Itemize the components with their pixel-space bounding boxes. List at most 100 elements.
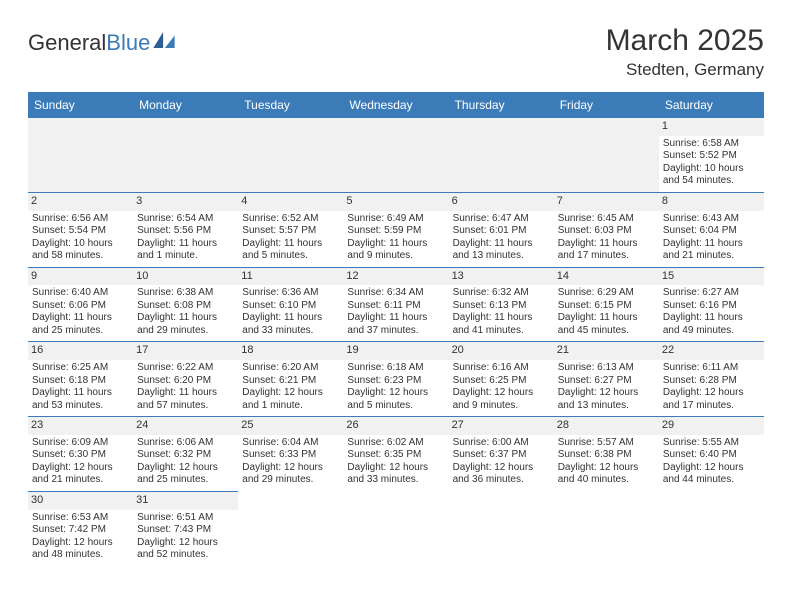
- day-line: and 45 minutes.: [558, 325, 655, 338]
- day-number: 12: [343, 268, 448, 286]
- day-line: Daylight: 11 hours: [242, 238, 339, 251]
- day-number: 24: [133, 417, 238, 435]
- day-line: Daylight: 11 hours: [663, 238, 760, 251]
- day-number: 15: [659, 268, 764, 286]
- day-line: Sunset: 6:18 PM: [32, 375, 129, 388]
- day-line: Daylight: 12 hours: [558, 462, 655, 475]
- day-line: Sunrise: 6:47 AM: [453, 213, 550, 226]
- day-cell: 20Sunrise: 6:16 AMSunset: 6:25 PMDayligh…: [449, 342, 554, 417]
- day-line: Daylight: 12 hours: [663, 462, 760, 475]
- day-line: Sunrise: 5:55 AM: [663, 437, 760, 450]
- day-number: 18: [238, 342, 343, 360]
- day-line: and 29 minutes.: [137, 325, 234, 338]
- day-info: Sunrise: 6:02 AMSunset: 6:35 PMDaylight:…: [347, 437, 444, 487]
- day-line: Sunrise: 6:11 AM: [663, 362, 760, 375]
- day-info: Sunrise: 6:53 AMSunset: 7:42 PMDaylight:…: [32, 512, 129, 562]
- weekday-header-row: Sunday Monday Tuesday Wednesday Thursday…: [28, 93, 764, 118]
- day-line: and 25 minutes.: [137, 474, 234, 487]
- header: GeneralBlue March 2025 Stedten, Germany: [28, 24, 764, 80]
- day-info: Sunrise: 6:49 AMSunset: 5:59 PMDaylight:…: [347, 213, 444, 263]
- day-info: Sunrise: 6:43 AMSunset: 6:04 PMDaylight:…: [663, 213, 760, 263]
- day-cell: [554, 118, 659, 193]
- day-number: 19: [343, 342, 448, 360]
- day-info: Sunrise: 6:25 AMSunset: 6:18 PMDaylight:…: [32, 362, 129, 412]
- day-line: and 21 minutes.: [663, 250, 760, 263]
- weekday-header: Wednesday: [343, 93, 448, 118]
- day-line: Sunrise: 6:06 AM: [137, 437, 234, 450]
- day-number: 4: [238, 193, 343, 211]
- day-number: 3: [133, 193, 238, 211]
- day-line: Daylight: 11 hours: [453, 312, 550, 325]
- day-line: Sunset: 6:06 PM: [32, 300, 129, 313]
- day-number: 16: [28, 342, 133, 360]
- day-info: Sunrise: 6:16 AMSunset: 6:25 PMDaylight:…: [453, 362, 550, 412]
- day-line: Daylight: 11 hours: [558, 238, 655, 251]
- day-info: Sunrise: 6:45 AMSunset: 6:03 PMDaylight:…: [558, 213, 655, 263]
- weekday-header: Thursday: [449, 93, 554, 118]
- day-cell: 31Sunrise: 6:51 AMSunset: 7:43 PMDayligh…: [133, 491, 238, 565]
- day-cell: 30Sunrise: 6:53 AMSunset: 7:42 PMDayligh…: [28, 491, 133, 565]
- day-line: and 41 minutes.: [453, 325, 550, 338]
- day-info: Sunrise: 5:55 AMSunset: 6:40 PMDaylight:…: [663, 437, 760, 487]
- day-line: Daylight: 11 hours: [558, 312, 655, 325]
- week-row: 30Sunrise: 6:53 AMSunset: 7:42 PMDayligh…: [28, 491, 764, 565]
- day-line: Daylight: 10 hours: [663, 163, 760, 176]
- day-info: Sunrise: 6:34 AMSunset: 6:11 PMDaylight:…: [347, 287, 444, 337]
- day-line: and 33 minutes.: [242, 325, 339, 338]
- day-cell: 3 Sunrise: 6:54 AMSunset: 5:56 PMDaylight…: [133, 192, 238, 267]
- day-line: and 48 minutes.: [32, 549, 129, 562]
- day-info: Sunrise: 6:58 AMSunset: 5:52 PMDaylight:…: [663, 138, 760, 188]
- day-number: 28: [554, 417, 659, 435]
- day-line: Sunrise: 6:53 AM: [32, 512, 129, 525]
- day-line: and 17 minutes.: [558, 250, 655, 263]
- day-line: Sunset: 5:56 PM: [137, 225, 234, 238]
- day-line: Sunset: 6:15 PM: [558, 300, 655, 313]
- day-info: Sunrise: 6:27 AMSunset: 6:16 PMDaylight:…: [663, 287, 760, 337]
- day-cell: 12Sunrise: 6:34 AMSunset: 6:11 PMDayligh…: [343, 267, 448, 342]
- day-cell: 21Sunrise: 6:13 AMSunset: 6:27 PMDayligh…: [554, 342, 659, 417]
- day-line: Sunset: 6:28 PM: [663, 375, 760, 388]
- day-line: Daylight: 11 hours: [137, 387, 234, 400]
- day-line: Sunset: 7:42 PM: [32, 524, 129, 537]
- week-row: 16 Sunrise: 6:25 AMSunset: 6:18 PMDayligh…: [28, 342, 764, 417]
- day-line: Daylight: 12 hours: [453, 387, 550, 400]
- calendar-table: Sunday Monday Tuesday Wednesday Thursday…: [28, 92, 764, 566]
- day-line: Sunrise: 6:45 AM: [558, 213, 655, 226]
- day-line: and 37 minutes.: [347, 325, 444, 338]
- day-number: 17: [133, 342, 238, 360]
- day-cell: 26Sunrise: 6:02 AMSunset: 6:35 PMDayligh…: [343, 417, 448, 492]
- day-cell: 29Sunrise: 5:55 AMSunset: 6:40 PMDayligh…: [659, 417, 764, 492]
- day-line: Sunrise: 6:32 AM: [453, 287, 550, 300]
- day-line: Sunset: 6:40 PM: [663, 449, 760, 462]
- day-line: Sunrise: 6:00 AM: [453, 437, 550, 450]
- day-line: Sunrise: 6:49 AM: [347, 213, 444, 226]
- day-line: and 58 minutes.: [32, 250, 129, 263]
- week-row: 2Sunrise: 6:56 AMSunset: 5:54 PMDaylight…: [28, 192, 764, 267]
- day-number: 14: [554, 268, 659, 286]
- day-cell: 10Sunrise: 6:38 AMSunset: 6:08 PMDayligh…: [133, 267, 238, 342]
- day-line: Daylight: 12 hours: [347, 387, 444, 400]
- day-info: Sunrise: 6:00 AMSunset: 6:37 PMDaylight:…: [453, 437, 550, 487]
- day-line: and 25 minutes.: [32, 325, 129, 338]
- day-line: and 9 minutes.: [347, 250, 444, 263]
- day-info: Sunrise: 6:13 AMSunset: 6:27 PMDaylight:…: [558, 362, 655, 412]
- day-info: Sunrise: 6:56 AMSunset: 5:54 PMDaylight:…: [32, 213, 129, 263]
- day-line: Daylight: 11 hours: [347, 312, 444, 325]
- day-line: Sunrise: 6:18 AM: [347, 362, 444, 375]
- day-line: Sunrise: 6:04 AM: [242, 437, 339, 450]
- day-cell: 19Sunrise: 6:18 AMSunset: 6:23 PMDayligh…: [343, 342, 448, 417]
- day-cell: [238, 118, 343, 193]
- day-line: Sunset: 5:52 PM: [663, 150, 760, 163]
- day-number: 27: [449, 417, 554, 435]
- day-cell: 9Sunrise: 6:40 AMSunset: 6:06 PMDaylight…: [28, 267, 133, 342]
- day-cell: 16 Sunrise: 6:25 AMSunset: 6:18 PMDayligh…: [28, 342, 133, 417]
- day-line: Sunrise: 6:40 AM: [32, 287, 129, 300]
- day-line: Daylight: 12 hours: [242, 462, 339, 475]
- day-line: Daylight: 11 hours: [137, 238, 234, 251]
- day-info: Sunrise: 6:54 AMSunset: 5:56 PMDaylight:…: [137, 213, 234, 263]
- day-line: and 40 minutes.: [558, 474, 655, 487]
- day-line: Sunset: 6:32 PM: [137, 449, 234, 462]
- day-line: Sunset: 6:11 PM: [347, 300, 444, 313]
- weekday-header: Tuesday: [238, 93, 343, 118]
- day-number: 22: [659, 342, 764, 360]
